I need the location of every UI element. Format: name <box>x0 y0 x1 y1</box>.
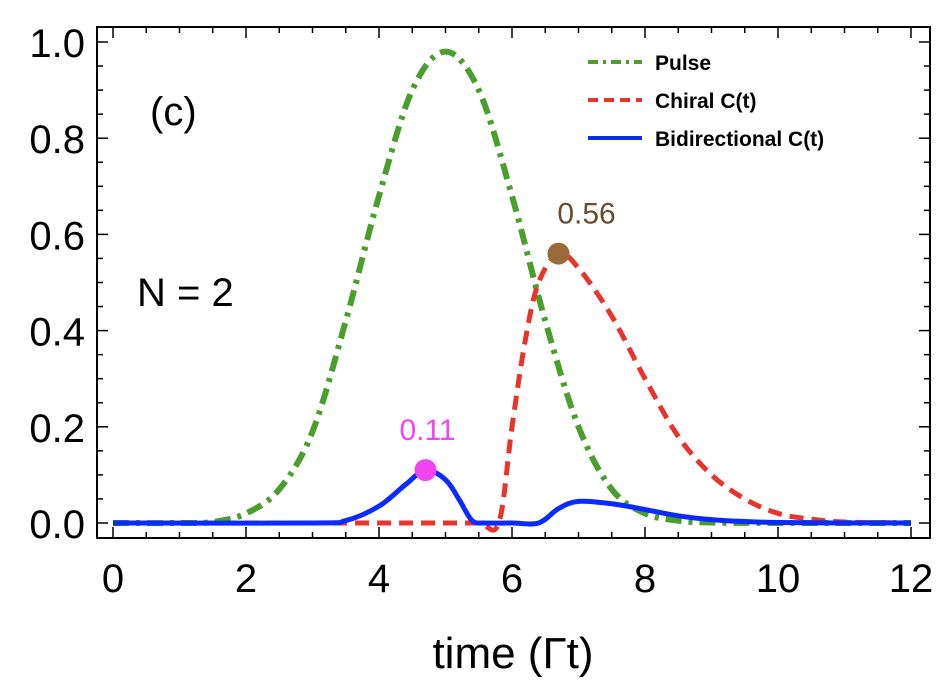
legend-label: Pulse <box>655 52 711 75</box>
x-tick-label: 2 <box>235 557 257 601</box>
x-tick-label: 12 <box>889 557 934 601</box>
legend-label: Bidirectional C(t) <box>655 128 824 151</box>
highlight-point <box>414 459 437 482</box>
legend: Pulse Chiral C(t) Bidirectional C(t) <box>588 52 824 151</box>
series-line-chiral-c-t <box>112 250 912 533</box>
point-label: 0.11 <box>399 414 455 447</box>
x-tick-label: 8 <box>634 557 656 601</box>
x-tick-label: 6 <box>501 557 523 601</box>
x-tick-label: 10 <box>756 557 801 601</box>
legend-label: Chiral C(t) <box>655 90 757 113</box>
highlight-point <box>547 242 570 265</box>
x-axis-title: time (Γt) <box>432 629 593 678</box>
x-tick-label: 4 <box>368 557 390 601</box>
point-label: 0.56 <box>557 198 615 231</box>
series-line-pulse <box>112 48 911 527</box>
y-tick-label: 0.6 <box>29 214 85 258</box>
y-tick-label: 1.0 <box>29 22 85 66</box>
y-tick-label: 0.0 <box>29 503 85 547</box>
x-tick-label: 0 <box>102 557 124 601</box>
series-line-bidirectional-c-t <box>112 467 912 527</box>
panel-label: (c) <box>150 90 197 134</box>
y-tick-label: 0.4 <box>29 311 85 355</box>
series-layer <box>112 48 912 533</box>
tick-labels: 0 2 4 6 8 10 12 0.0 0.2 0.4 0.6 0.8 1.0 <box>29 22 933 601</box>
tick-marks <box>97 27 930 538</box>
y-tick-label: 0.8 <box>29 118 85 162</box>
highlight-points: 0.11 0.56 <box>399 198 616 482</box>
n-annotation: N = 2 <box>137 271 234 315</box>
y-tick-label: 0.2 <box>29 407 85 451</box>
